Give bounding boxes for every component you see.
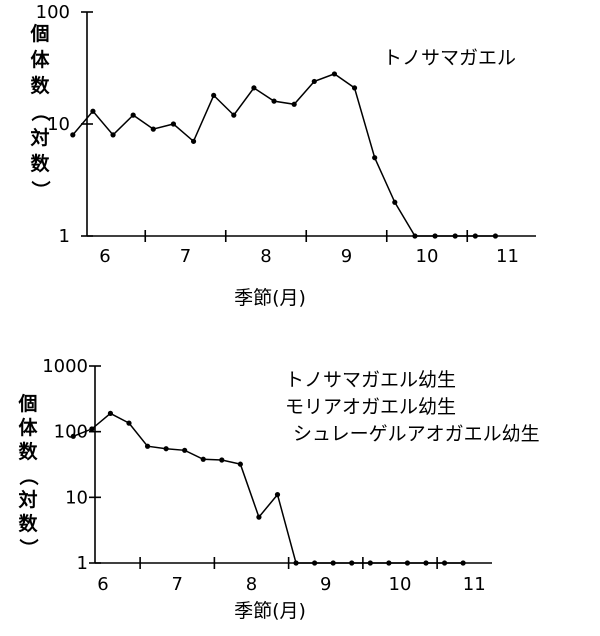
- annotation-text: トノサマガエル: [383, 47, 516, 69]
- chart-1-annotation: トノサマガエル: [383, 47, 516, 69]
- data-point: [274, 492, 281, 498]
- data-point: [256, 514, 262, 520]
- y-axis-label-char: 数: [30, 74, 50, 97]
- data-point: [200, 456, 206, 462]
- y-axis-label-char: ）: [17, 538, 40, 557]
- data-point: [150, 126, 156, 132]
- data-point: [110, 132, 116, 138]
- chart-1-series: [70, 71, 499, 239]
- y-axis-label-char: 数: [30, 152, 50, 175]
- y-tick-label: 1: [77, 553, 88, 574]
- data-point: [190, 138, 197, 144]
- data-point: [231, 112, 237, 118]
- y-axis-label-char: 数: [18, 512, 38, 535]
- chart-1-y-axis-label: 個体数（対数）: [29, 23, 52, 200]
- data-point: [107, 410, 114, 416]
- chart-1-x-axis-label: 季節(月): [234, 287, 306, 309]
- data-point: [90, 108, 96, 114]
- data-point: [170, 121, 177, 127]
- data-point: [404, 560, 411, 566]
- data-point: [312, 560, 318, 566]
- chart-1-axes: [86, 12, 536, 237]
- data-point: [351, 85, 358, 91]
- x-tick-label: 6: [97, 574, 108, 595]
- data-point: [372, 155, 378, 161]
- data-point: [70, 433, 76, 439]
- data-point: [130, 112, 136, 118]
- data-point: [144, 443, 151, 449]
- x-tick-label: 11: [496, 246, 519, 267]
- x-tick-label: 11: [463, 574, 486, 595]
- data-point: [441, 560, 448, 566]
- chart-1-y-ticks: 1 10 100: [36, 2, 93, 247]
- data-point: [291, 101, 297, 107]
- data-point: [423, 560, 429, 566]
- y-tick-label: 100: [36, 2, 70, 23]
- chart-2-x-axis-label: 季節(月): [234, 600, 306, 622]
- x-tick-label: 10: [389, 574, 412, 595]
- data-point: [412, 233, 418, 239]
- data-point: [460, 560, 466, 566]
- y-axis-label-char: 体: [18, 416, 38, 439]
- x-tick-label: 6: [99, 246, 110, 267]
- y-tick-label: 10: [65, 487, 88, 508]
- data-point: [163, 446, 169, 452]
- x-tick-label: 9: [341, 246, 352, 267]
- y-axis-label-char: 数: [18, 440, 38, 463]
- y-axis-label-char: 個: [29, 23, 49, 45]
- y-tick-label: 100: [54, 422, 88, 443]
- y-axis-label-char: 対: [17, 488, 37, 511]
- data-point: [472, 233, 478, 239]
- y-axis-label-char: 体: [30, 48, 50, 71]
- x-tick-label: 8: [260, 246, 271, 267]
- data-point: [126, 420, 132, 426]
- data-point: [70, 132, 76, 138]
- series-line: [72, 73, 496, 237]
- data-point: [492, 233, 499, 239]
- y-axis-label-char: ）: [29, 180, 52, 199]
- x-tick-label: 9: [320, 574, 331, 595]
- data-point: [349, 560, 355, 566]
- y-axis-label-char: 個: [17, 393, 37, 415]
- x-tick-label: 10: [416, 246, 439, 267]
- chart-2-x-ticks: 6 7 8 9 10 11: [97, 557, 486, 595]
- x-tick-label: 7: [180, 246, 191, 267]
- chart-2-y-axis-label: 個体数（対数）: [17, 393, 40, 558]
- data-point: [432, 233, 438, 239]
- chart-1-x-ticks: 6 7 8 9 10 11: [99, 230, 519, 267]
- x-tick-label: 7: [172, 574, 183, 595]
- data-point: [367, 560, 373, 566]
- data-point: [237, 461, 243, 467]
- y-tick-label: 10: [47, 114, 70, 135]
- data-point: [331, 71, 338, 77]
- y-tick-label: 1: [59, 226, 70, 247]
- data-point: [251, 85, 257, 91]
- data-point: [392, 199, 398, 205]
- data-point: [386, 560, 392, 566]
- series-line: [73, 412, 464, 564]
- y-axis-label-char: 対: [29, 126, 49, 149]
- data-point: [89, 426, 95, 432]
- data-point: [293, 560, 299, 566]
- annotation-text: トノサマガエル幼生: [285, 369, 456, 391]
- data-point: [271, 98, 277, 104]
- y-axis-label-char: （: [17, 466, 40, 485]
- y-tick-label: 1000: [42, 356, 88, 377]
- data-point: [330, 560, 336, 566]
- data-point: [311, 78, 317, 85]
- y-axis-label-char: （: [29, 102, 52, 121]
- data-point: [182, 447, 188, 453]
- data-point: [452, 233, 458, 239]
- data-point: [211, 92, 217, 99]
- data-point: [219, 457, 225, 463]
- x-tick-label: 8: [246, 574, 257, 595]
- annotation-text: モリアオガエル幼生: [285, 396, 456, 418]
- chart-2-series: [70, 410, 466, 566]
- chart-2-y-ticks: 1 10 100 1000: [42, 356, 101, 574]
- annotation-text: シュレーゲルアオガエル幼生: [293, 423, 540, 445]
